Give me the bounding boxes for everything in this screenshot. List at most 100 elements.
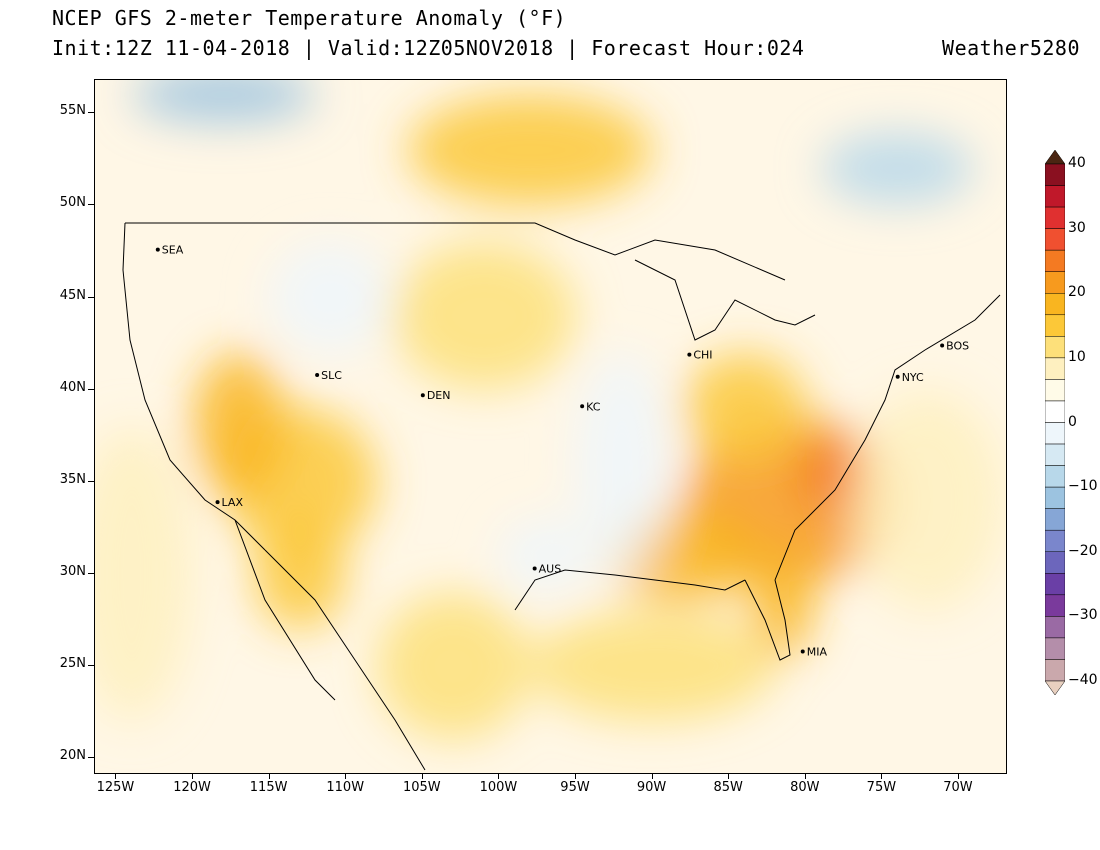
- city-label-mia: MIA: [807, 645, 828, 658]
- city-label-kc: KC: [586, 400, 601, 413]
- colorbar-cell: [1045, 573, 1065, 596]
- city-marker-kc: [580, 404, 585, 409]
- lat-tick: [88, 204, 94, 206]
- lon-label: 120W: [173, 780, 211, 795]
- lat-label: 40N: [59, 379, 86, 395]
- colorbar-cell: [1045, 357, 1065, 380]
- anomaly-field: [95, 80, 1005, 740]
- colorbar-label: −20: [1068, 542, 1098, 559]
- city-label-chi: CHI: [693, 349, 712, 362]
- lat-label: 45N: [59, 287, 86, 303]
- lon-label: 80W: [790, 780, 820, 795]
- colorbar-cell: [1045, 594, 1065, 617]
- anomaly-region-canada-warm: [407, 94, 653, 206]
- lon-label: 70W: [943, 780, 973, 795]
- colorbar-cell: [1045, 551, 1065, 574]
- colorbar-cell: [1045, 443, 1065, 466]
- colorbar-cell: [1045, 508, 1065, 531]
- lat-label: 35N: [59, 471, 86, 487]
- colorbar-cell: [1045, 486, 1065, 509]
- anomaly-region-nevada-warm: [193, 352, 285, 501]
- colorbar-cell: [1045, 206, 1065, 229]
- city-label-den: DEN: [427, 389, 451, 402]
- lon-tick: [881, 774, 883, 779]
- florida-outline: [744, 579, 791, 661]
- city-marker-bos: [940, 343, 945, 348]
- colorbar-label: −30: [1068, 607, 1098, 624]
- colorbar-label: 20: [1068, 284, 1086, 301]
- city-marker-sea: [155, 247, 160, 252]
- east-coast-outline: [774, 294, 1001, 581]
- lon-label: 125W: [96, 780, 135, 795]
- colorbar-cell: [1045, 616, 1065, 639]
- chart-title: NCEP GFS 2-meter Temperature Anomaly (°F…: [52, 6, 567, 30]
- anomaly-region-texas-cool: [499, 518, 592, 593]
- anomaly-region-atlantic-warm: [851, 389, 1005, 611]
- colorbar-cell: [1045, 400, 1065, 423]
- temperature-colorbar: [1045, 150, 1065, 695]
- lat-tick: [88, 480, 94, 482]
- anomaly-region-ohio-valley-warm: [683, 352, 806, 464]
- city-marker-lax: [215, 500, 220, 505]
- colorbar-label: −10: [1068, 478, 1098, 495]
- anomaly-region-baja-warm: [254, 518, 347, 630]
- lon-label: 100W: [479, 780, 518, 795]
- city-marker-slc: [315, 372, 320, 377]
- brand-label: Weather5280: [942, 36, 1080, 60]
- colorbar-cell: [1045, 150, 1065, 165]
- lat-tick: [88, 112, 94, 114]
- lat-tick: [88, 757, 94, 759]
- gulf-coast-outline: [514, 569, 746, 611]
- colorbar-cell: [1045, 228, 1065, 251]
- city-label-nyc: NYC: [902, 371, 924, 384]
- colorbar-cell: [1045, 336, 1065, 359]
- lat-label: 25N: [59, 656, 86, 672]
- lat-tick: [88, 665, 94, 667]
- colorbar-cell: [1045, 379, 1065, 402]
- city-label-sea: SEA: [162, 244, 184, 257]
- lon-tick: [192, 774, 194, 779]
- city-marker-aus: [532, 566, 537, 571]
- colorbar-cell: [1045, 659, 1065, 682]
- city-marker-nyc: [895, 374, 900, 379]
- lon-tick: [651, 774, 653, 779]
- city-label-slc: SLC: [321, 369, 342, 382]
- baja-outline: [234, 519, 336, 701]
- lon-label: 110W: [326, 780, 365, 795]
- lon-tick: [804, 774, 806, 779]
- anomaly-region-northwest-canada-cold: [131, 80, 316, 123]
- colorbar-cell: [1045, 529, 1065, 553]
- great-lakes-outline: [634, 259, 816, 341]
- map-canvas: SEA SLC DEN KC CHI NYC BOS LAX AUS MIA: [95, 80, 1006, 773]
- city-marker-chi: [687, 352, 692, 357]
- colorbar-cell: [1045, 249, 1065, 272]
- lon-label: 105W: [402, 780, 441, 795]
- lon-tick: [421, 774, 423, 779]
- city-label-aus: AUS: [539, 563, 562, 576]
- colorbar-cell: [1045, 185, 1065, 208]
- colorbar-label: 0: [1068, 413, 1077, 430]
- colorbar-cell: [1045, 314, 1065, 337]
- lon-label: 85W: [713, 780, 743, 795]
- lon-tick: [498, 774, 500, 779]
- lon-tick: [115, 774, 117, 779]
- lat-tick: [88, 388, 94, 390]
- anomaly-region-midwest-cool: [576, 352, 668, 575]
- colorbar-cell: [1045, 422, 1065, 445]
- lat-label: 30N: [59, 564, 86, 580]
- anomaly-region-mexico-warm: [376, 592, 531, 740]
- west-coast-outline: [122, 222, 266, 551]
- mexico-outline: [264, 549, 426, 771]
- colorbar-label: 10: [1068, 348, 1086, 365]
- colorbar-cell: [1045, 465, 1065, 488]
- lon-tick: [268, 774, 270, 779]
- anomaly-region-rockies-cool: [269, 242, 393, 353]
- colorbar-cell: [1045, 293, 1065, 316]
- lat-label: 50N: [59, 195, 86, 211]
- colorbar-label: 30: [1068, 219, 1086, 236]
- anomaly-region-pacific-warm: [95, 426, 194, 722]
- lon-label: 115W: [249, 780, 288, 795]
- lon-tick: [575, 774, 576, 779]
- lon-tick: [345, 774, 347, 779]
- us-canada-border: [125, 222, 786, 281]
